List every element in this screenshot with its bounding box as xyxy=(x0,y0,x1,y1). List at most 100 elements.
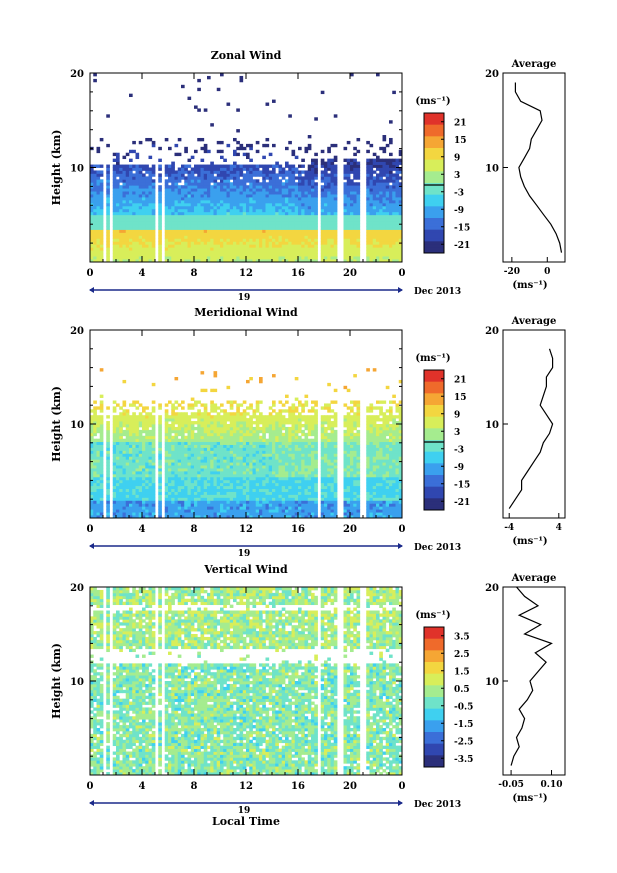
colorbar-segment xyxy=(424,124,444,129)
heatmap-cell xyxy=(93,232,97,236)
heatmap-cell xyxy=(184,176,188,180)
heatmap-cell xyxy=(138,503,143,507)
heatmap-cell xyxy=(330,197,335,201)
heatmap-cell xyxy=(135,188,140,192)
heatmap-cell xyxy=(151,235,156,239)
heatmap-cell xyxy=(171,488,175,492)
heatmap-cell xyxy=(249,188,253,192)
heatmap-cell xyxy=(249,235,253,239)
heatmap-cell xyxy=(145,459,149,463)
heatmap-cell xyxy=(106,424,110,428)
heatmap-cell xyxy=(99,471,104,475)
heatmap-cell xyxy=(99,368,104,372)
heatmap-cell xyxy=(379,214,383,219)
heatmap-cell xyxy=(190,506,195,510)
heatmap-cell xyxy=(249,259,253,263)
heatmap-cell xyxy=(372,185,377,189)
heatmap-cell xyxy=(298,182,302,186)
heatmap-cell xyxy=(242,226,247,230)
heatmap-cell xyxy=(187,456,192,460)
colorbar-segment xyxy=(424,127,444,131)
heatmap-cell xyxy=(151,473,156,478)
heatmap-cell xyxy=(158,253,162,257)
heatmap-cell xyxy=(190,471,195,475)
heatmap-cell xyxy=(99,232,104,236)
heatmap-cell xyxy=(265,185,270,189)
heatmap-cell xyxy=(369,241,374,245)
heatmap-cell xyxy=(268,217,273,222)
heatmap-cell xyxy=(379,247,383,251)
heatmap-cell xyxy=(174,256,179,260)
heatmap-cell xyxy=(298,202,302,207)
heatmap-cell xyxy=(203,194,208,198)
heatmap-cell xyxy=(132,250,136,254)
heatmap-cell xyxy=(125,506,130,510)
heatmap-cell xyxy=(252,167,257,171)
heatmap-cell xyxy=(142,247,146,251)
heatmap-cell xyxy=(233,453,237,457)
heatmap-cell xyxy=(125,462,130,466)
heatmap-cell xyxy=(239,211,244,216)
heatmap-cell xyxy=(275,226,279,230)
heatmap-cell xyxy=(242,253,247,257)
heatmap-cell xyxy=(119,406,123,410)
heatmap-cell xyxy=(171,205,175,210)
heatmap-cell xyxy=(327,253,331,257)
heatmap-cell xyxy=(203,403,208,407)
heatmap-cell xyxy=(223,465,227,469)
heatmap-cell xyxy=(132,149,136,154)
heatmap-cell xyxy=(376,238,380,242)
heatmap-cell xyxy=(236,450,240,454)
heatmap-cell xyxy=(171,418,175,422)
heatmap-cell xyxy=(145,191,149,195)
heatmap-cell xyxy=(255,406,260,410)
heatmap-cell xyxy=(259,485,263,490)
heatmap-cell xyxy=(122,485,127,490)
heatmap-cell xyxy=(168,211,172,216)
heatmap-cell xyxy=(207,432,211,437)
heatmap-cell xyxy=(366,170,370,174)
heatmap-cell xyxy=(389,232,393,236)
heatmap-cell xyxy=(106,250,110,254)
heatmap-cell xyxy=(174,450,179,454)
heatmap-cell xyxy=(181,173,185,177)
heatmap-cell xyxy=(233,418,237,422)
heatmap-cell xyxy=(281,176,286,180)
heatmap-cell xyxy=(142,235,146,239)
heatmap-cell xyxy=(252,415,257,419)
heatmap-cell xyxy=(333,114,338,118)
heatmap-cell xyxy=(151,429,156,434)
heatmap-cell xyxy=(382,197,387,201)
heatmap-cell xyxy=(382,182,387,186)
heatmap-cell xyxy=(187,223,192,227)
heatmap-cell xyxy=(164,424,169,428)
heatmap-cell xyxy=(304,208,309,213)
heatmap-cell xyxy=(324,235,328,239)
heatmap-cell xyxy=(119,462,123,466)
heatmap-cell xyxy=(320,202,325,207)
heatmap-cell xyxy=(129,170,133,174)
heatmap-cell xyxy=(382,220,387,225)
heatmap-cell xyxy=(207,485,211,490)
heatmap-cell xyxy=(220,432,224,437)
heatmap-cell xyxy=(220,512,224,516)
heatmap-cell xyxy=(142,441,146,445)
heatmap-cell xyxy=(122,217,127,222)
heatmap-cell xyxy=(119,509,123,513)
heatmap-cell xyxy=(181,424,185,428)
heatmap-cell xyxy=(177,456,182,460)
heatmap-cell xyxy=(294,194,299,198)
heatmap-cell xyxy=(207,429,211,434)
heatmap-cell xyxy=(301,244,305,248)
heatmap-cell xyxy=(151,506,156,510)
heatmap-cell xyxy=(132,235,136,239)
heatmap-cell xyxy=(210,179,214,183)
heatmap-cell xyxy=(320,247,325,251)
heatmap-cell xyxy=(96,509,101,513)
heatmap-cell xyxy=(174,188,179,192)
heatmap-cell xyxy=(216,182,221,186)
heatmap-cell xyxy=(181,220,185,225)
heatmap-cell xyxy=(333,197,338,201)
heatmap-cell xyxy=(164,185,169,189)
heatmap-cell xyxy=(168,235,172,239)
